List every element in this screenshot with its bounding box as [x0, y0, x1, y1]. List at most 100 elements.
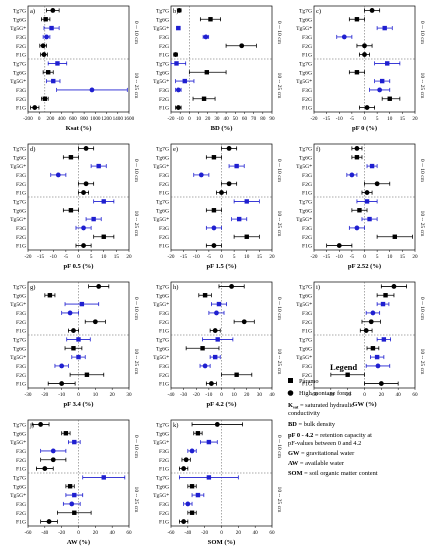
- data-point: [368, 319, 374, 325]
- panel-letter: b): [173, 8, 179, 15]
- row-label: Tg5G*: [10, 440, 26, 446]
- row-label: F3G: [302, 364, 312, 370]
- row-label: F3G: [159, 502, 169, 508]
- data-point: [219, 190, 224, 195]
- tick-label: -5: [350, 254, 355, 260]
- tick-label: -20: [58, 530, 65, 536]
- data-point: [46, 70, 51, 75]
- row-label: F2G: [16, 235, 26, 241]
- data-point: [204, 70, 210, 75]
- depth-label-bottom: 10 -- 25 cm: [419, 211, 425, 238]
- data-point: [32, 105, 38, 110]
- row-label: F3G: [302, 311, 312, 317]
- data-point: [181, 466, 187, 471]
- row-label: Tg6G: [299, 17, 312, 23]
- row-label: F2G: [302, 182, 312, 188]
- depth-label-bottom: 10 -- 25 cm: [419, 349, 425, 376]
- row-label: F3G: [302, 35, 312, 41]
- row-label: F3G: [302, 88, 312, 94]
- row-label: F2G: [16, 458, 26, 464]
- row-label: F2G: [302, 97, 312, 103]
- tick-label: -60: [168, 530, 175, 536]
- panel-letter: i): [316, 284, 320, 291]
- row-label: F2G: [16, 182, 26, 188]
- tick-label: 15: [400, 116, 406, 122]
- legend-aw-key: AW: [288, 460, 299, 467]
- data-point: [68, 208, 74, 213]
- row-label: Tg6G: [13, 17, 26, 23]
- row-label: F3G: [159, 449, 169, 455]
- row-label: F2G: [16, 373, 26, 379]
- data-point: [46, 519, 52, 524]
- data-point: [364, 105, 370, 110]
- tick-label: -20: [344, 392, 351, 398]
- tick-label: 40: [269, 392, 275, 398]
- panel-i: i) Tg7G Tg6G Tg5G* F3G F2G F1G Tg7G Tg6G Tg5G* F3G…: [296, 281, 425, 408]
- depth-label-bottom: 10 -- 25 cm: [419, 73, 425, 100]
- data-point: [214, 422, 220, 427]
- row-label: Tg6G: [156, 346, 169, 352]
- row-label: Tg6G: [156, 17, 169, 23]
- tick-label: 1600: [124, 116, 135, 122]
- row-label: F3G: [159, 226, 169, 232]
- data-point: [67, 484, 73, 489]
- row-label: F2G: [16, 320, 26, 326]
- row-label: Tg5G*: [153, 493, 169, 499]
- tick-label: 20: [412, 116, 418, 122]
- tick-label: 0: [363, 254, 366, 260]
- row-label: Tg6G: [13, 346, 26, 352]
- row-label: F3G: [302, 173, 312, 179]
- data-point: [385, 61, 390, 66]
- row-label: Tg7G: [13, 475, 26, 481]
- legend-ksat-sub: sat: [293, 405, 299, 410]
- data-point: [42, 96, 48, 101]
- data-point: [211, 208, 217, 213]
- data-point: [336, 243, 342, 248]
- data-point: [174, 61, 179, 66]
- row-label: F3G: [16, 364, 26, 370]
- tick-label: 30: [126, 392, 132, 398]
- data-point: [101, 475, 106, 480]
- tick-label: 20: [236, 530, 242, 536]
- data-point: [378, 381, 384, 386]
- data-point: [374, 354, 380, 360]
- row-label: Tg5G*: [10, 493, 26, 499]
- data-point: [83, 146, 89, 151]
- tick-label: 60: [242, 116, 248, 122]
- tick-label: 0: [220, 392, 223, 398]
- tick-label: 15: [400, 254, 406, 260]
- data-point: [354, 70, 360, 75]
- tick-label: -10: [50, 254, 57, 260]
- panel-letter: k): [173, 422, 179, 429]
- legend-forest: High montane forest: [299, 390, 352, 397]
- data-point: [379, 78, 385, 84]
- data-point: [50, 448, 56, 454]
- tick-label: 10: [93, 392, 99, 398]
- tick-label: 40: [253, 530, 259, 536]
- tick-label: 400: [58, 116, 66, 122]
- row-label: Tg6G: [13, 155, 26, 161]
- tick-label: 0: [220, 530, 223, 536]
- x-axis-label: GW (%): [352, 401, 376, 408]
- data-point: [354, 155, 360, 160]
- data-point: [50, 457, 56, 463]
- tick-label: 0: [38, 116, 41, 122]
- depth-label-bottom: 10 -- 25 cm: [133, 487, 139, 514]
- data-point: [71, 328, 76, 333]
- data-point: [370, 310, 376, 316]
- row-label: Tg5G*: [153, 164, 169, 170]
- row-label: Tg7G: [13, 146, 26, 152]
- tick-label: -20: [311, 116, 318, 122]
- panel-e: e) Tg7G Tg6G Tg5G* F3G F2G F1G Tg7G Tg6G Tg5G* F3G…: [153, 143, 282, 270]
- x-axis-label: pF 2.52 (%): [348, 263, 381, 270]
- row-label: Tg7G: [299, 61, 312, 67]
- row-label: F1G: [159, 382, 169, 388]
- x-axis-label: pF 4.2 (%): [207, 401, 237, 408]
- panel-a: a) Tg7G Tg6G Tg5G* F3G F2G F1G Tg7G Tg6G Tg5G* F3G…: [10, 5, 139, 132]
- tick-label: -40: [184, 530, 191, 536]
- row-label: Tg6G: [299, 155, 312, 161]
- data-point: [345, 372, 350, 377]
- data-point: [357, 208, 362, 213]
- data-point: [59, 381, 65, 386]
